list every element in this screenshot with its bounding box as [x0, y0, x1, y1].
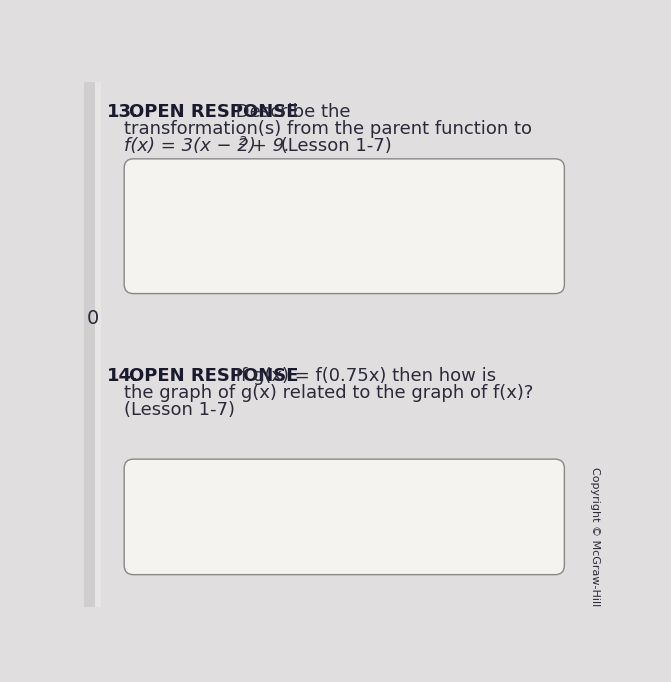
- Text: 2: 2: [239, 135, 247, 148]
- Text: 13.: 13.: [107, 104, 139, 121]
- FancyBboxPatch shape: [124, 159, 564, 293]
- Text: transformation(s) from the parent function to: transformation(s) from the parent functi…: [124, 120, 532, 138]
- Text: 0: 0: [87, 309, 99, 328]
- Text: f(x) = 3(x − 2): f(x) = 3(x − 2): [124, 137, 256, 155]
- Text: (Lesson 1-7): (Lesson 1-7): [275, 137, 392, 155]
- Bar: [84, 82, 95, 607]
- Text: If g(x) = f(0.75x) then how is: If g(x) = f(0.75x) then how is: [229, 367, 496, 385]
- Bar: [95, 82, 101, 607]
- Text: + 9.: + 9.: [246, 137, 290, 155]
- Text: Copyright © McGraw-Hill: Copyright © McGraw-Hill: [590, 466, 601, 606]
- Text: OPEN RESPONSE: OPEN RESPONSE: [129, 367, 299, 385]
- Text: OPEN RESPONSE: OPEN RESPONSE: [129, 104, 299, 121]
- Text: 14.: 14.: [107, 367, 139, 385]
- Text: the graph of g(x) related to the graph of f(x)?: the graph of g(x) related to the graph o…: [124, 384, 533, 402]
- Text: (Lesson 1-7): (Lesson 1-7): [124, 400, 235, 419]
- FancyBboxPatch shape: [124, 459, 564, 575]
- Text: Describe the: Describe the: [229, 104, 350, 121]
